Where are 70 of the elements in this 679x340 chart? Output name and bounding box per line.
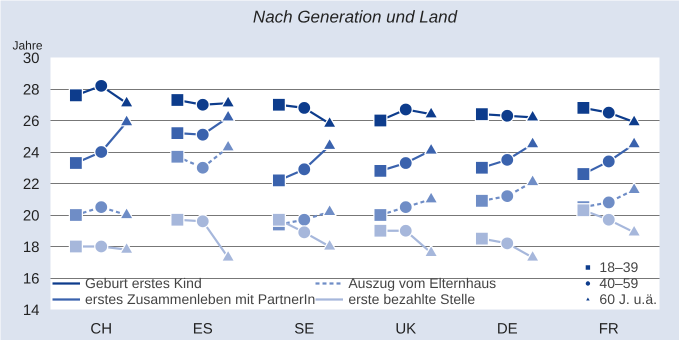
point [576,203,590,218]
point [500,108,514,123]
point [576,100,590,115]
legend-label: Geburt erstes Kind [85,275,202,291]
point [170,92,184,108]
legend-label: erstes Zusammenleben mit PartnerIn [85,291,316,307]
point [602,154,616,169]
point [196,98,210,112]
point [297,212,312,227]
point [500,189,514,204]
point [68,208,83,222]
point [94,78,108,93]
point [272,98,286,112]
legend-label: Auszug vom Elternhaus [348,275,496,291]
y-tick-label: 18 [22,239,40,256]
point [94,144,108,160]
point [297,225,312,240]
legend-label: 40–59 [599,275,638,291]
point [272,173,286,188]
x-tick-label: UK [395,320,416,338]
y-tick-label: 26 [22,113,40,130]
y-tick-label: 14 [22,302,40,319]
point [576,166,590,182]
point [94,200,108,214]
x-tick-label: CH [90,320,112,338]
point [373,113,388,128]
y-tick-label: 24 [22,144,40,162]
point [68,156,83,170]
y-tick-label: 22 [22,176,40,193]
legend-label: 60 J. u.ä. [599,291,657,307]
point [196,214,210,228]
x-tick-label: SE [294,320,314,338]
point [373,208,388,222]
point [297,100,312,115]
point [373,224,388,238]
point [398,156,413,170]
point [474,194,489,208]
point [602,195,616,210]
y-tick-label: 30 [22,50,40,67]
point [196,160,210,175]
point [170,126,184,140]
point [500,152,514,167]
point [398,224,413,238]
point [500,236,514,250]
point [474,107,489,122]
point [68,239,83,254]
point [68,88,83,102]
point [398,200,413,214]
point [196,128,210,142]
point [398,102,413,117]
legend-label: 18–39 [599,259,638,275]
y-tick-label: 16 [22,270,40,288]
point [94,239,108,254]
x-tick-label: ES [192,320,213,338]
point [602,106,616,120]
point [272,212,286,227]
legend-label: erste bezahlte Stelle [348,291,476,307]
point [373,164,388,178]
y-tick-label: 20 [22,208,40,224]
y-axis-title: Jahre [12,38,43,52]
point [170,212,184,227]
point [602,212,616,227]
point [170,150,184,164]
point [297,162,312,176]
chart-title: Nach Generation und Land [252,8,458,26]
point [474,160,489,175]
x-tick-label: DE [496,320,518,338]
x-tick-label: FR [598,320,619,338]
point [474,232,489,246]
y-tick-label: 28 [22,82,40,98]
